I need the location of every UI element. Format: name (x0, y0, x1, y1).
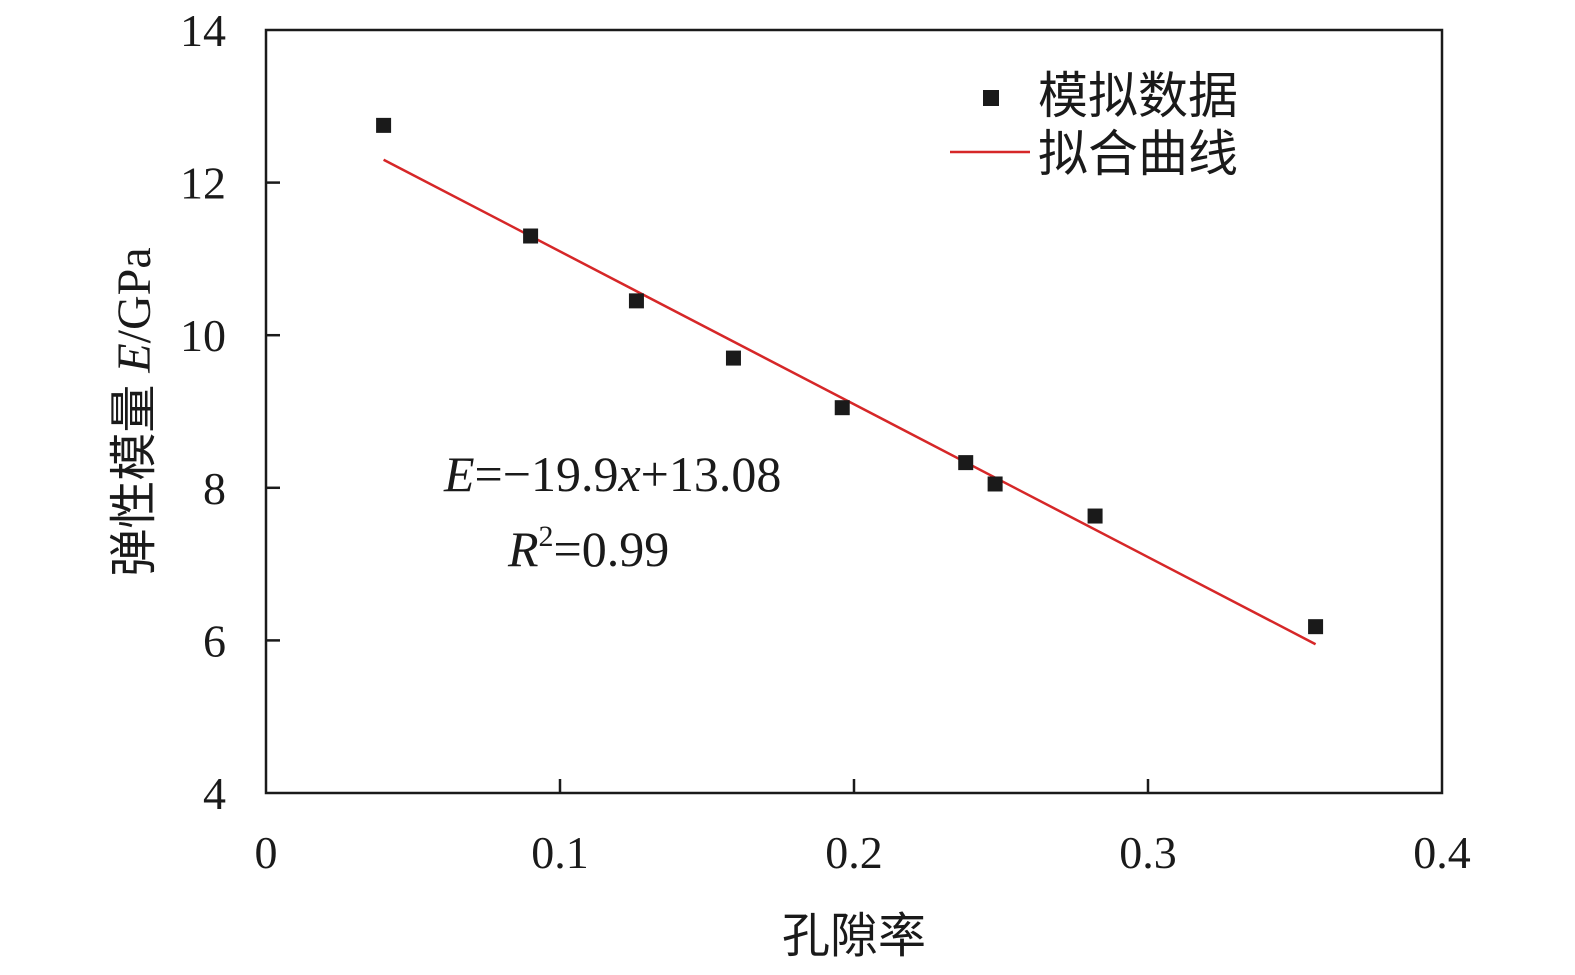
y-tick-label: 4 (203, 768, 226, 819)
x-axis-ticks: 0 0.1 0.2 0.3 0.4 (255, 779, 1471, 878)
r-squared: R2=0.99 (507, 520, 669, 577)
data-point (1308, 619, 1324, 635)
eq-var-x: x (617, 446, 640, 502)
y-tick-label: 10 (180, 310, 226, 361)
y-axis-title-text: 弹性模量 (108, 373, 161, 577)
data-point (958, 455, 974, 471)
legend-marker-square (983, 90, 999, 106)
fit-equation: E=−19.9x+13.08 (443, 446, 781, 502)
y-axis-title-unit: /GPa (108, 247, 161, 343)
y-tick-label: 6 (203, 615, 226, 666)
x-tick-label: 0.4 (1413, 827, 1471, 878)
x-axis-title: 孔隙率 (782, 910, 926, 963)
legend: 模拟数据 拟合曲线 (950, 68, 1238, 182)
x-tick-label: 0.3 (1119, 827, 1177, 878)
y-axis-ticks: 4 6 8 10 12 14 (180, 5, 280, 819)
data-point (628, 293, 644, 309)
eq-mid: =−19.9 (475, 446, 619, 502)
y-axis-title-var: E (108, 343, 161, 373)
y-axis-title: 弹性模量 E/GPa (108, 247, 161, 576)
data-point (725, 350, 741, 366)
r2-tail: =0.99 (554, 521, 670, 577)
eq-var-e: E (443, 446, 475, 502)
y-tick-label: 12 (180, 158, 226, 209)
plot-frame (264, 28, 1444, 795)
legend-label-line: 拟合曲线 (1038, 126, 1238, 182)
r2-var: R (507, 521, 539, 577)
data-point (1087, 508, 1103, 524)
y-tick-label: 14 (180, 5, 226, 56)
data-point (987, 476, 1003, 492)
legend-label-scatter: 模拟数据 (1038, 68, 1238, 124)
data-point (376, 117, 392, 133)
scatter-points (376, 117, 1324, 635)
eq-tail: +13.08 (641, 446, 782, 502)
data-point (523, 228, 539, 244)
x-tick-label: 0 (255, 827, 278, 878)
x-tick-label: 0.2 (825, 827, 883, 878)
r2-sup: 2 (539, 520, 554, 553)
y-tick-label: 8 (203, 463, 226, 514)
data-point (834, 400, 850, 416)
x-tick-label: 0.1 (531, 827, 589, 878)
